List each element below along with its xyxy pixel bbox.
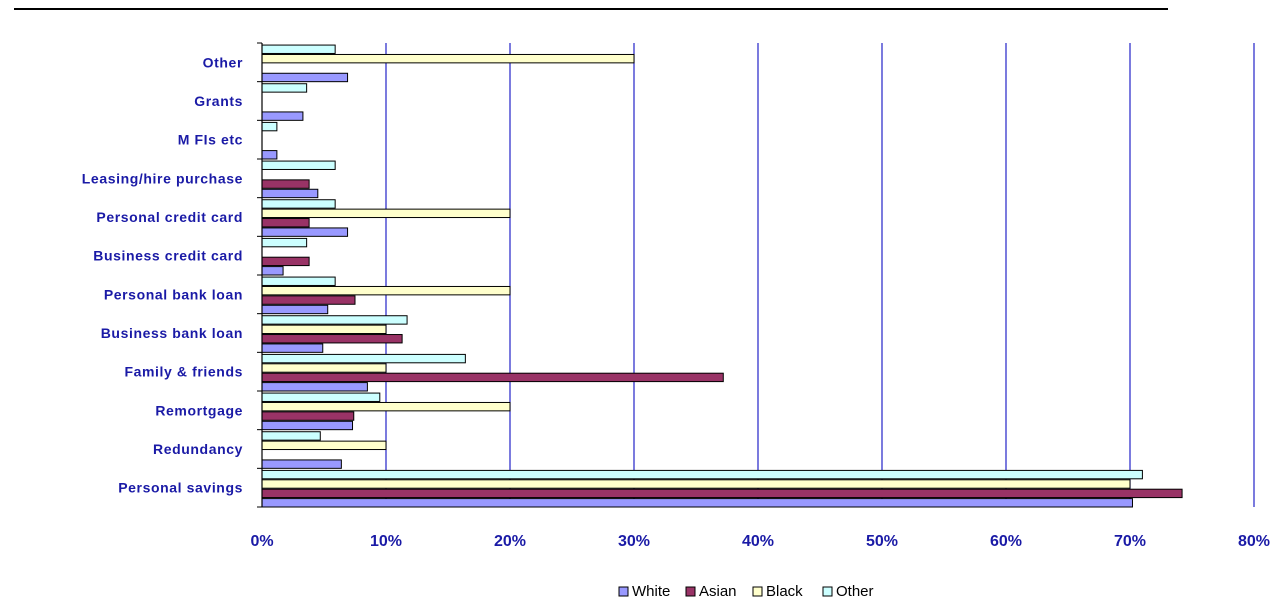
bar-white-1 xyxy=(261,459,342,469)
bar-white-4 xyxy=(261,343,324,353)
category-label: Redundancy xyxy=(153,441,243,457)
bar-other-9 xyxy=(261,121,278,132)
bar-black-3 xyxy=(261,363,387,373)
bar-asian-8 xyxy=(261,179,310,189)
bar-white-6 xyxy=(261,266,284,276)
x-tick-label: 70% xyxy=(1114,533,1146,550)
bar-other-10 xyxy=(261,83,308,93)
bar-white-10 xyxy=(261,111,304,121)
bar-asian-3 xyxy=(261,372,724,383)
category-label: Leasing/hire purchase xyxy=(82,170,243,186)
category-label: Grants xyxy=(194,93,243,109)
x-tick-label: 30% xyxy=(618,533,650,550)
gridlines xyxy=(385,43,1255,507)
legend-label-other: Other xyxy=(836,583,874,600)
bar-asian-2 xyxy=(261,411,355,421)
bar-other-1 xyxy=(261,431,321,441)
bar-black-11 xyxy=(261,53,635,64)
category-label: M FIs etc xyxy=(178,132,243,148)
bar-black-4 xyxy=(261,324,387,335)
bar-white-0 xyxy=(261,498,1133,508)
bar-black-5 xyxy=(261,285,511,296)
bar-asian-5 xyxy=(261,295,356,305)
bar-other-5 xyxy=(261,276,336,286)
category-label: Family & friends xyxy=(124,364,243,380)
x-tick-label: 60% xyxy=(990,533,1022,550)
bar-white-9 xyxy=(261,150,278,160)
bar-other-3 xyxy=(261,353,466,364)
category-label: Personal savings xyxy=(118,480,243,496)
bar-white-2 xyxy=(261,420,354,431)
bar-white-8 xyxy=(261,188,319,199)
legend-label-white: White xyxy=(632,583,670,600)
bar-asian-6 xyxy=(261,256,310,267)
bar-asian-7 xyxy=(261,218,310,228)
tick-labels: 0% 10% 20% 30% 40% 50% 60% 70% 80% xyxy=(250,533,1270,550)
axis xyxy=(257,42,263,508)
bar-white-7 xyxy=(261,227,349,237)
legend-swatch-asian xyxy=(685,586,696,597)
bar-other-4 xyxy=(261,315,408,325)
bar-other-0 xyxy=(261,469,1143,480)
category-label: Remortgage xyxy=(155,402,243,418)
x-tick-label: 20% xyxy=(494,533,526,550)
legend: White Asian Black Other xyxy=(618,583,874,600)
x-tick-label: 0% xyxy=(250,533,273,550)
legend-swatch-black xyxy=(752,586,763,597)
bar-other-2 xyxy=(261,392,381,402)
category-label: Other xyxy=(203,54,243,70)
bar-other-11 xyxy=(261,44,336,54)
category-labels: Personal savings Redundancy Remortgage Fami… xyxy=(82,54,243,495)
bar-asian-4 xyxy=(261,334,403,344)
legend-label-black: Black xyxy=(766,583,803,600)
bar-black-1 xyxy=(261,440,387,451)
category-label: Personal bank loan xyxy=(104,286,243,302)
bar-other-8 xyxy=(261,160,336,170)
category-label: Personal credit card xyxy=(96,209,243,225)
x-tick-label: 40% xyxy=(742,533,774,550)
bar-white-5 xyxy=(261,304,329,315)
bar-black-2 xyxy=(261,401,511,412)
bar-white-3 xyxy=(261,382,368,392)
bar-other-6 xyxy=(261,237,308,248)
bar-other-7 xyxy=(261,199,336,209)
legend-swatch-other xyxy=(822,586,833,597)
bar-asian-0 xyxy=(261,488,1183,499)
bar-black-7 xyxy=(261,208,511,219)
bars xyxy=(261,44,1183,508)
bar-white-11 xyxy=(261,72,349,83)
x-tick-label: 50% xyxy=(866,533,898,550)
legend-swatch-white xyxy=(618,586,629,597)
x-tick-label: 10% xyxy=(370,533,402,550)
bar-black-0 xyxy=(261,479,1131,489)
category-label: Business bank loan xyxy=(101,325,243,341)
category-label: Business credit card xyxy=(93,248,243,264)
x-tick-label: 80% xyxy=(1238,533,1270,550)
top-rule xyxy=(14,8,1168,10)
legend-label-asian: Asian xyxy=(699,583,737,600)
